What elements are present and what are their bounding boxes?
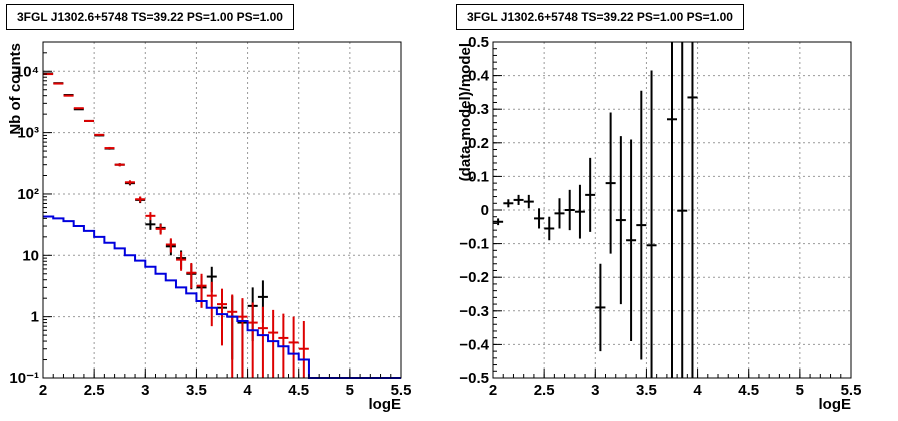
data-point	[493, 218, 504, 226]
x-tick-label: 4.5	[288, 382, 309, 399]
plot-frame	[42, 41, 402, 379]
x-tick-label: 4	[693, 382, 702, 399]
data-point	[646, 70, 657, 378]
y-axis-label: (data-model)/model	[457, 43, 474, 181]
model-point	[165, 238, 176, 253]
y-axis-label: Nb of counts	[7, 43, 24, 135]
y-tick-label: 0.2	[468, 135, 489, 152]
x-tick-label: 4.5	[738, 382, 759, 399]
model-point	[84, 119, 95, 122]
model-point	[257, 306, 268, 378]
x-tick-label: 3	[591, 382, 599, 399]
model-point	[63, 94, 74, 97]
data-point	[605, 112, 616, 254]
data-point	[626, 139, 637, 342]
y-tick-label: 10³	[17, 125, 39, 142]
y-tick-label: −0.3	[459, 303, 489, 320]
chart-title: 3FGL J1302.6+5748 TS=39.22 PS=1.00 PS=1.…	[6, 4, 294, 30]
y-tick-label: 10²	[17, 186, 39, 203]
counts-panel: 2 2.5 3 3.5 4 4.5 5 5.5 10⁻¹ 1 10 10² 10³ 10⁴ logE Nb…	[7, 41, 412, 413]
model-point	[135, 196, 146, 203]
x-tick-label: 2	[39, 382, 47, 399]
data-point	[145, 219, 156, 230]
y-tick-label: −0.1	[459, 236, 489, 253]
x-tick-label: 3	[141, 382, 149, 399]
x-tick-label: 5	[796, 382, 804, 399]
x-tick-label: 5.5	[391, 382, 412, 399]
data-point	[595, 263, 606, 352]
y-tick-label: 0.4	[468, 68, 490, 85]
x-tick-label: 5	[346, 382, 354, 399]
y-tick-label: 0	[481, 202, 489, 219]
data-point	[534, 208, 545, 229]
model-point	[196, 273, 207, 308]
model-point	[268, 309, 279, 378]
model-point	[227, 294, 238, 378]
x-tick-label: 2.5	[84, 382, 105, 399]
y-tick-label: −0.5	[459, 370, 489, 387]
x-tick-label: 2.5	[534, 382, 555, 399]
model-point	[94, 133, 105, 136]
y-tick-label: −0.4	[459, 336, 489, 353]
data-point	[687, 42, 698, 378]
data-point	[503, 199, 514, 208]
model-point	[104, 146, 115, 150]
model-point	[73, 107, 84, 110]
model-point	[247, 302, 258, 378]
model-point	[186, 262, 197, 289]
chart-title: 3FGL J1302.6+5748 TS=39.22 PS=1.00 PS=1.…	[456, 4, 744, 30]
model-point	[155, 224, 166, 235]
y-tick-label: 0.3	[468, 101, 489, 118]
data-point	[667, 42, 677, 378]
y-tick-label: 0.1	[468, 168, 489, 185]
x-tick-label: 2	[489, 382, 497, 399]
data-point	[585, 157, 596, 232]
x-tick-label: 3.5	[186, 382, 207, 399]
y-tick-label: −0.2	[459, 269, 489, 286]
y-tick-label: 1	[31, 309, 39, 326]
model-point	[145, 212, 156, 221]
data-point	[554, 198, 565, 229]
data-point	[523, 194, 534, 209]
model-point	[237, 298, 248, 378]
model-point	[288, 316, 299, 378]
y-tick-label: 10⁴	[15, 63, 39, 80]
data-point	[574, 184, 585, 239]
x-axis-label: logE	[369, 396, 402, 413]
x-axis-label: logE	[819, 396, 852, 413]
model-point	[114, 163, 125, 167]
y-tick-label: 10⁻¹	[9, 370, 39, 387]
data-point	[564, 189, 575, 231]
data-point	[513, 194, 524, 205]
y-tick-label: 10	[22, 247, 39, 264]
x-tick-label: 4	[243, 382, 252, 399]
model-point	[206, 281, 217, 327]
data-point	[544, 216, 555, 241]
residual-panel: 2 2.5 3 3.5 4 4.5 5 5.5 −0.5 −0.4 −0.3 −0.2 −0.1 0 0.1…	[457, 34, 861, 413]
model-point	[53, 82, 64, 85]
model-point	[124, 180, 135, 185]
x-tick-label: 5.5	[841, 382, 862, 399]
x-tick-label: 3.5	[636, 382, 657, 399]
data-point	[677, 42, 688, 378]
y-tick-label: 0.5	[468, 34, 489, 51]
data-point	[615, 136, 626, 305]
model-point	[176, 251, 187, 271]
model-point	[298, 320, 309, 378]
model-point	[217, 288, 227, 346]
background-model-histogram	[43, 215, 401, 379]
data-point	[636, 90, 647, 360]
